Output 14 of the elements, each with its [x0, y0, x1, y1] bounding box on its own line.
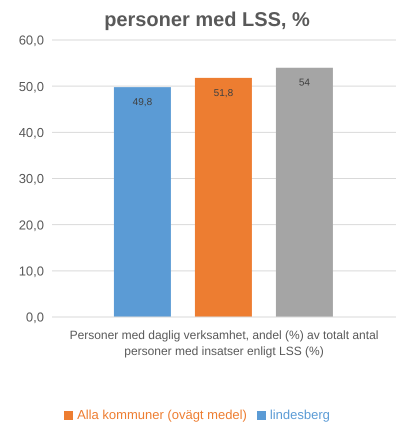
- data-label: 54: [298, 78, 310, 89]
- data-label: 49,8: [132, 97, 153, 108]
- y-tick-label: 60,0: [18, 32, 44, 48]
- y-tick-label: 10,0: [18, 263, 44, 278]
- chart-title: personer med LSS, %: [103, 8, 311, 32]
- y-tick-label: 30,0: [18, 171, 44, 186]
- legend-label: lindesberg: [270, 407, 330, 422]
- y-tick-label: 20,0: [18, 217, 44, 232]
- legend-label: Alla kommuner (ovägt medel): [77, 407, 247, 422]
- y-tick-label: 0,0: [26, 310, 44, 325]
- y-tick-label: 40,0: [18, 124, 44, 140]
- data-label: 51,8: [214, 88, 234, 99]
- y-tick-label: 50,0: [18, 78, 44, 94]
- x-tick-label: Personer med daglig verksamhet, andel (%) av totalt antal personer med insatser enligt LSS (%): [70, 328, 378, 358]
